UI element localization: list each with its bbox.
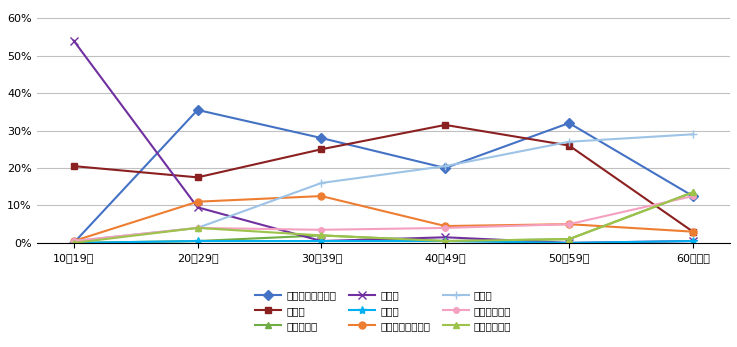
生活の利便性 — [193, 226, 202, 230]
就　学 — [69, 39, 78, 43]
退職・廃業 — [565, 237, 573, 241]
退職・廃業 — [441, 239, 450, 243]
結婚・離婚・縁組 — [69, 239, 78, 243]
Line: 就　学: 就 学 — [69, 36, 697, 247]
就職・転職・転業 — [193, 108, 202, 112]
退職・廃業 — [688, 190, 697, 194]
結婚・離婚・縁組 — [193, 200, 202, 204]
生活の利便性 — [565, 237, 573, 241]
Line: 退職・廃業: 退職・廃業 — [70, 189, 696, 246]
転　動 — [565, 143, 573, 147]
Legend: 就職・転職・転業, 転　動, 退職・廃業, 就　学, 卒　業, 結婚・離婚・縁組, 住　宅, 交通の利便性, 生活の利便性: 就職・転職・転業, 転 動, 退職・廃業, 就 学, 卒 業, 結婚・離婚・縁組… — [255, 290, 511, 331]
Line: 生活の利便性: 生活の利便性 — [70, 189, 696, 246]
生活の利便性 — [441, 239, 450, 243]
交通の利便性 — [317, 228, 326, 232]
交通の利便性 — [69, 239, 78, 243]
就職・転職・転業 — [565, 121, 573, 125]
卒　業 — [193, 239, 202, 243]
交通の利便性 — [441, 226, 450, 230]
卒　業 — [565, 241, 573, 245]
Line: 卒　業: 卒 業 — [69, 237, 697, 247]
住　宅 — [565, 140, 573, 144]
Line: 交通の利便性: 交通の利便性 — [71, 193, 696, 244]
交通の利便性 — [193, 226, 202, 230]
退職・廃業 — [193, 239, 202, 243]
Line: 住　宅: 住 宅 — [69, 130, 697, 245]
生活の利便性 — [688, 190, 697, 194]
就　学 — [565, 241, 573, 245]
卒　業 — [441, 239, 450, 243]
転　動 — [317, 147, 326, 151]
卒　業 — [317, 239, 326, 243]
退職・廃業 — [317, 233, 326, 237]
生活の利便性 — [317, 233, 326, 237]
退職・廃業 — [69, 241, 78, 245]
住　宅 — [441, 164, 450, 168]
結婚・離婚・縁組 — [688, 230, 697, 234]
転　動 — [69, 164, 78, 168]
結婚・離婚・縁組 — [565, 222, 573, 226]
卒　業 — [69, 241, 78, 245]
生活の利便性 — [69, 241, 78, 245]
転　動 — [688, 230, 697, 234]
就職・転職・転業 — [441, 166, 450, 170]
住　宅 — [193, 226, 202, 230]
転　動 — [193, 175, 202, 179]
Line: 就職・転職・転業: 就職・転職・転業 — [70, 107, 696, 246]
交通の利便性 — [688, 194, 697, 198]
住　宅 — [69, 239, 78, 243]
住　宅 — [317, 181, 326, 185]
就　学 — [441, 235, 450, 239]
就　学 — [688, 239, 697, 243]
就　学 — [317, 239, 326, 243]
住　宅 — [688, 132, 697, 136]
結婚・離婚・縁組 — [317, 194, 326, 198]
就職・転職・転業 — [69, 241, 78, 245]
就　学 — [193, 205, 202, 209]
Line: 結婚・離婚・縁組: 結婚・離婚・縁組 — [70, 193, 696, 245]
卒　業 — [688, 239, 697, 243]
結婚・離婚・縁組 — [441, 224, 450, 228]
交通の利便性 — [565, 222, 573, 226]
就職・転職・転業 — [317, 136, 326, 140]
転　動 — [441, 123, 450, 127]
就職・転職・転業 — [688, 194, 697, 198]
Line: 転　動: 転 動 — [70, 121, 696, 235]
